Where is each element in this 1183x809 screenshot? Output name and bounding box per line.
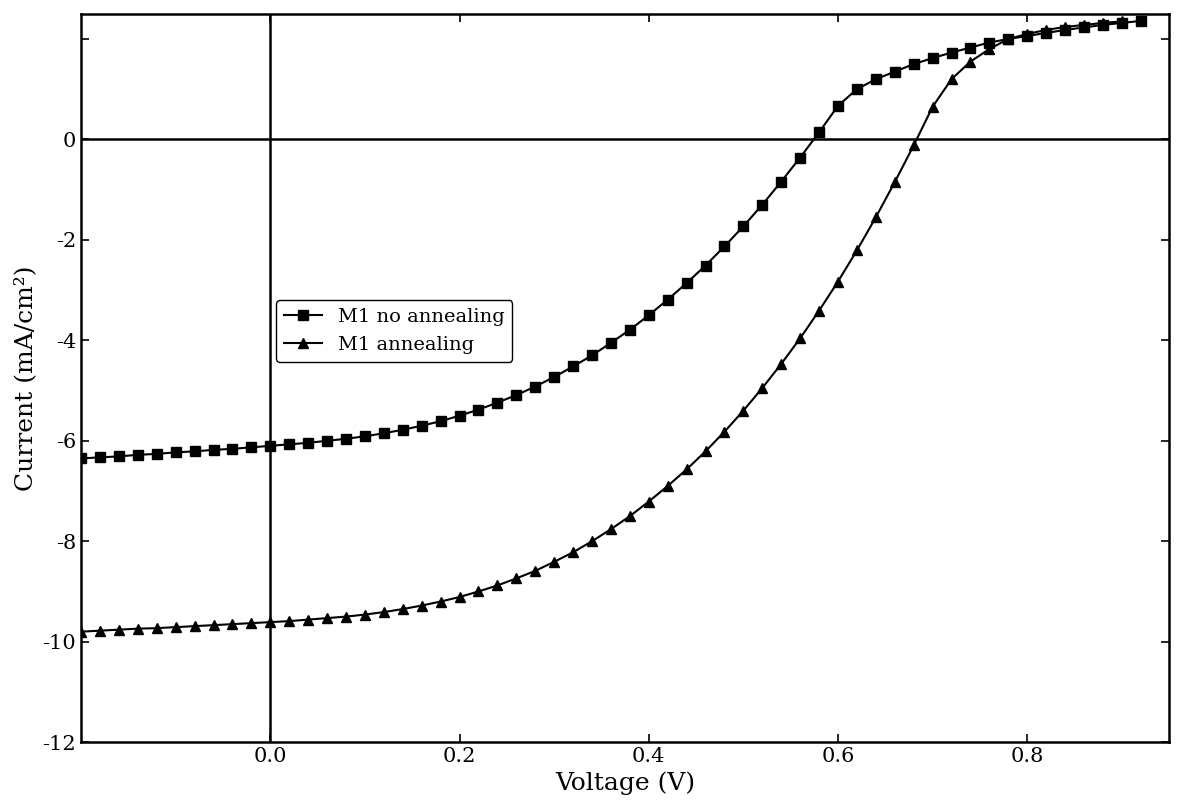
M1 no annealing bbox=[131, 450, 146, 460]
M1 no annealing bbox=[528, 382, 542, 392]
M1 annealing bbox=[93, 626, 108, 636]
X-axis label: Voltage (V): Voltage (V) bbox=[555, 772, 696, 795]
Line: M1 annealing: M1 annealing bbox=[76, 16, 1126, 637]
M1 no annealing bbox=[793, 153, 807, 163]
M1 annealing bbox=[868, 213, 883, 222]
M1 no annealing bbox=[1133, 16, 1148, 26]
M1 annealing bbox=[755, 383, 769, 393]
M1 annealing bbox=[75, 627, 89, 637]
M1 no annealing bbox=[812, 128, 826, 138]
Y-axis label: Current (mA/cm²): Current (mA/cm²) bbox=[14, 265, 37, 491]
M1 annealing bbox=[717, 427, 731, 437]
Legend: M1 no annealing, M1 annealing: M1 no annealing, M1 annealing bbox=[276, 300, 512, 362]
Line: M1 no annealing: M1 no annealing bbox=[76, 16, 1145, 464]
M1 no annealing bbox=[75, 454, 89, 464]
M1 no annealing bbox=[357, 431, 371, 441]
M1 annealing bbox=[452, 592, 466, 602]
M1 annealing bbox=[1114, 16, 1129, 26]
M1 no annealing bbox=[112, 451, 127, 461]
M1 annealing bbox=[660, 481, 674, 491]
